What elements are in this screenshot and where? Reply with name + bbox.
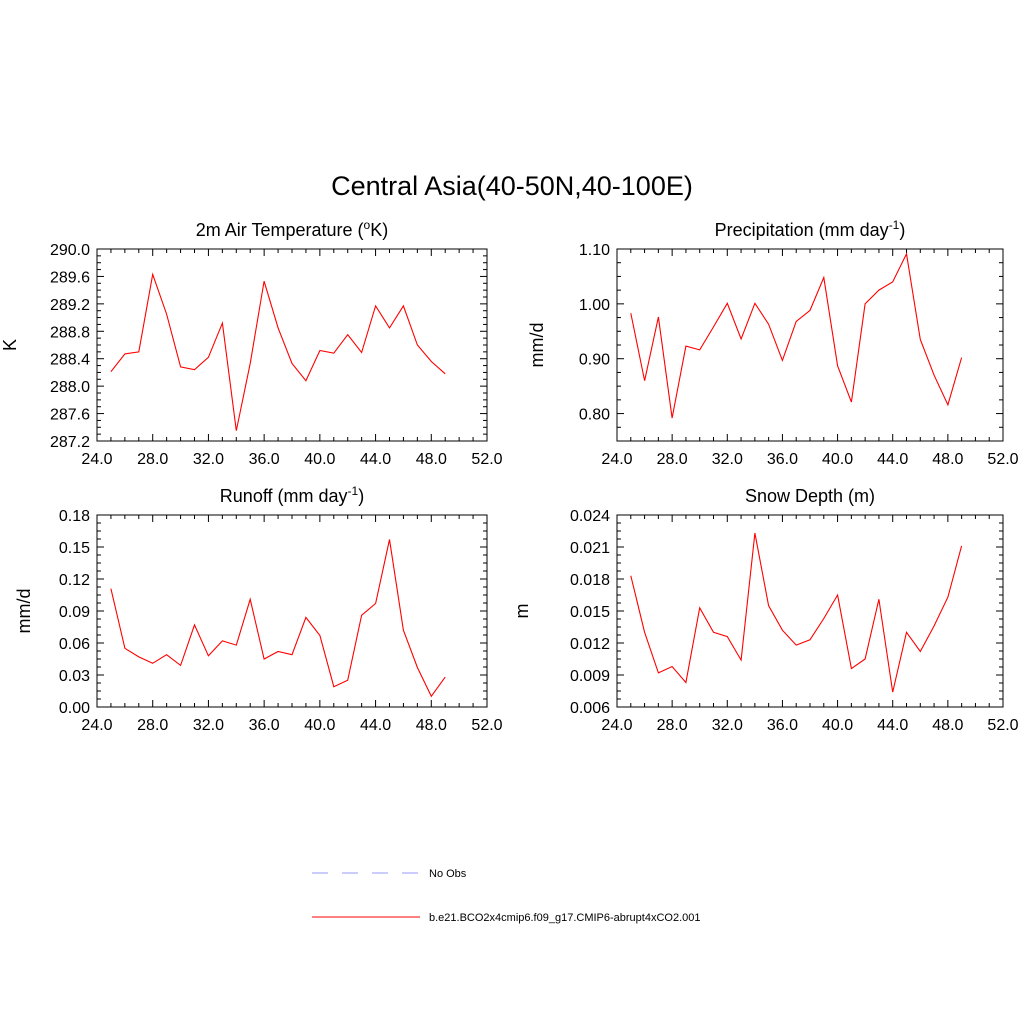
plot-frame — [616, 248, 1004, 442]
x-tick-label: 52.0 — [471, 717, 502, 734]
panel-snow: Snow Depth (m) 24.0 28.0 32.0 36.0 40.0 44.0 48… — [512, 486, 1019, 734]
y-tick-label: 0.12 — [59, 572, 90, 589]
y-tick-label: 0.012 — [570, 636, 610, 653]
x-tick-label: 48.0 — [932, 451, 963, 468]
x-tick-label: 48.0 — [416, 451, 447, 468]
y-axis-label: K — [0, 339, 20, 351]
x-tick-label: 48.0 — [932, 717, 963, 734]
panel-temperature: 2m Air Temperature (oK) 24.0 28.0 32.0 36.0 4… — [0, 218, 503, 468]
y-tick-label: 288.8 — [50, 324, 90, 341]
y-tick-label: 0.021 — [570, 540, 610, 557]
panel-runoff: Runoff (mm day-1) 24.0 28.0 32.0 36.0 40.0 44.… — [14, 484, 503, 734]
legend-label: b.e21.BCO2x4cmip6.f09_g17.CMIP6-abrupt4x… — [429, 912, 701, 924]
y-tick-label: 287.2 — [50, 434, 90, 451]
panel-title: Snow Depth (m) — [745, 486, 875, 506]
x-tick-label: 52.0 — [987, 717, 1018, 734]
y-tick-label: 288.0 — [50, 379, 90, 396]
y-tick-label: 0.015 — [570, 604, 610, 621]
x-tick-label: 24.0 — [601, 451, 632, 468]
x-tick-label: 44.0 — [877, 717, 908, 734]
y-tick-label: 0.03 — [59, 668, 90, 685]
x-tick-label: 28.0 — [657, 451, 688, 468]
x-tick-label: 52.0 — [987, 451, 1018, 468]
y-tick-label: 0.024 — [570, 508, 610, 525]
x-tick-label: 36.0 — [249, 717, 280, 734]
y-tick-label: 0.006 — [570, 700, 610, 717]
x-tick-label: 44.0 — [360, 717, 391, 734]
series-line — [630, 532, 963, 693]
y-tick-label: 0.00 — [59, 700, 90, 717]
y-tick-label: 287.6 — [50, 407, 90, 424]
x-tick-label: 24.0 — [601, 717, 632, 734]
x-tick-label: 24.0 — [81, 451, 112, 468]
panel-title: Precipitation (mm day-1) — [715, 218, 906, 240]
x-tick-label: 40.0 — [822, 717, 853, 734]
x-tick-label: 48.0 — [416, 717, 447, 734]
y-axis-label: mm/d — [527, 323, 547, 368]
y-tick-label: 288.4 — [50, 352, 90, 369]
x-tick-label: 52.0 — [471, 451, 502, 468]
y-axis-label: m — [512, 604, 532, 619]
x-tick-label: 32.0 — [712, 451, 743, 468]
y-tick-label: 0.90 — [579, 352, 610, 369]
x-tick-label: 32.0 — [193, 451, 224, 468]
panels: 2m Air Temperature (oK) 24.0 28.0 32.0 36.0 4… — [0, 218, 1019, 734]
x-tick-label: 32.0 — [193, 717, 224, 734]
panel-title: 2m Air Temperature (oK) — [196, 218, 388, 240]
y-tick-label: 1.10 — [579, 242, 610, 259]
plot-frame — [616, 514, 1004, 708]
plot-frame — [96, 248, 488, 442]
y-tick-label: 0.06 — [59, 636, 90, 653]
plot-frame — [96, 514, 488, 708]
x-tick-label: 40.0 — [304, 451, 335, 468]
legend-label: No Obs — [429, 868, 467, 880]
y-tick-label: 289.6 — [50, 269, 90, 286]
x-tick-label: 24.0 — [81, 717, 112, 734]
main-title: Central Asia(40-50N,40-100E) — [331, 171, 693, 201]
x-tick-label: 28.0 — [137, 451, 168, 468]
y-tick-label: 289.2 — [50, 297, 90, 314]
y-tick-label: 1.00 — [579, 297, 610, 314]
x-tick-label: 40.0 — [822, 451, 853, 468]
series-line — [630, 252, 963, 419]
x-tick-label: 40.0 — [304, 717, 335, 734]
x-tick-label: 36.0 — [767, 451, 798, 468]
x-tick-label: 32.0 — [712, 717, 743, 734]
y-tick-label: 0.009 — [570, 668, 610, 685]
panel-title: Runoff (mm day-1) — [220, 484, 364, 506]
x-tick-label: 28.0 — [657, 717, 688, 734]
series-line — [110, 539, 446, 698]
x-tick-label: 36.0 — [767, 717, 798, 734]
y-tick-label: 0.15 — [59, 540, 90, 557]
y-tick-label: 0.018 — [570, 572, 610, 589]
y-tick-label: 0.80 — [579, 407, 610, 424]
x-tick-label: 36.0 — [249, 451, 280, 468]
series-line — [110, 272, 446, 431]
x-tick-label: 44.0 — [877, 451, 908, 468]
y-tick-label: 0.18 — [59, 508, 90, 525]
y-tick-label: 290.0 — [50, 242, 90, 259]
y-tick-label: 0.09 — [59, 604, 90, 621]
panel-precipitation: Precipitation (mm day-1) 24.0 28.0 32.0 36.0… — [527, 218, 1019, 468]
x-tick-label: 28.0 — [137, 717, 168, 734]
x-tick-label: 44.0 — [360, 451, 391, 468]
y-axis-label: mm/d — [14, 589, 34, 634]
legend: No Obs b.e21.BCO2x4cmip6.f09_g17.CMIP6-ab… — [312, 868, 701, 924]
